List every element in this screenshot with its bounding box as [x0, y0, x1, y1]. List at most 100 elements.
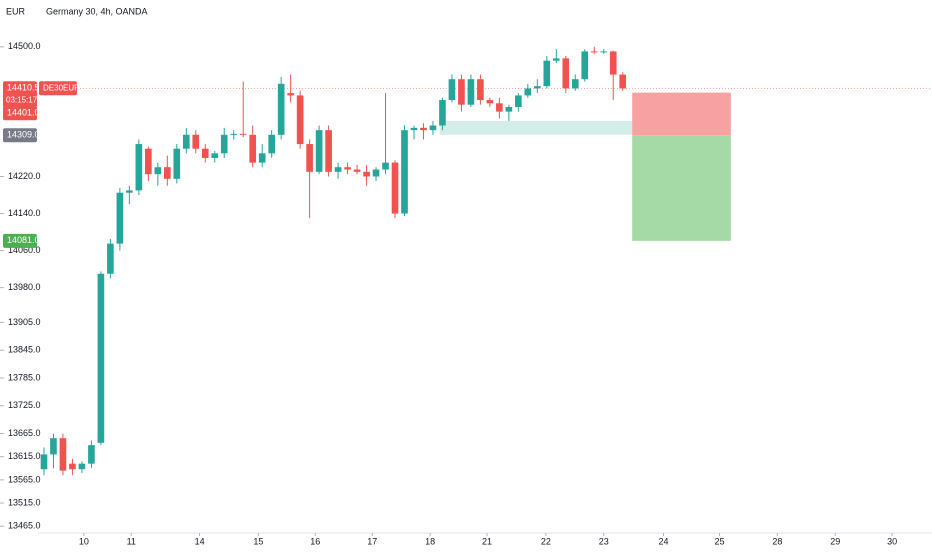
target-box: [632, 135, 731, 241]
candle-body: [429, 125, 437, 131]
price-label: 14401.0: [7, 108, 40, 118]
symbol: DE30EUR: [43, 83, 80, 92]
countdown: 03:15:17: [6, 95, 38, 104]
candle-body: [220, 134, 228, 154]
symbol-badge: [39, 81, 77, 96]
candle-body: [486, 100, 494, 104]
currency: EUR: [6, 6, 26, 16]
candle-body: [581, 51, 589, 80]
candle-body: [524, 88, 532, 96]
candle-body: [126, 190, 133, 193]
candle-body: [515, 95, 522, 107]
price-badge: [3, 106, 37, 121]
candle-body: [467, 79, 475, 105]
x-tick-label: 29: [830, 536, 840, 546]
x-tick-label: 14: [195, 536, 205, 546]
candle-body: [334, 167, 342, 172]
candle-body: [182, 134, 190, 149]
candle-body: [543, 60, 551, 87]
candle-body: [571, 79, 579, 89]
y-tick-label: 13515.0: [8, 497, 41, 507]
candle-body: [344, 167, 351, 170]
price-badge: [3, 128, 37, 143]
candle-body: [230, 133, 238, 135]
x-tick-label: 17: [367, 536, 377, 546]
y-tick-label: 13980.0: [8, 282, 41, 292]
candle-body: [40, 454, 48, 470]
y-tick-label: 13725.0: [8, 400, 41, 410]
candle-body: [420, 127, 427, 131]
price-label: 14410.5: [7, 83, 40, 93]
candle-body: [154, 167, 162, 175]
x-tick-label: 21: [482, 536, 492, 546]
candle-body: [325, 130, 332, 172]
candle-body: [391, 162, 399, 214]
x-tick-label: 15: [253, 536, 263, 546]
y-tick-label: 14500.0: [8, 41, 41, 51]
candle-body: [382, 162, 389, 170]
candle-body: [88, 445, 95, 464]
candle-body: [135, 144, 143, 191]
candle-body: [116, 192, 124, 244]
y-tick-label: 13665.0: [8, 428, 41, 438]
price-badge: [3, 81, 37, 108]
candle-body: [173, 148, 181, 179]
candle-body: [315, 130, 323, 172]
x-tick-label: 30: [887, 536, 897, 546]
candle-body: [562, 58, 570, 89]
candle-body: [505, 107, 513, 112]
candle-body: [600, 51, 608, 53]
candle-body: [306, 144, 313, 172]
candle-body: [211, 153, 219, 158]
candle-body: [401, 130, 408, 214]
candle-body: [268, 134, 275, 154]
x-tick-label: 24: [658, 536, 668, 546]
candle-body: [239, 133, 247, 135]
candle-body: [59, 438, 67, 471]
candle-body: [534, 86, 541, 89]
y-tick-label: 13845.0: [8, 345, 41, 355]
candle-body: [163, 167, 171, 179]
candle-body: [372, 169, 380, 177]
x-tick-label: 22: [541, 536, 551, 546]
zone: [439, 120, 633, 135]
y-tick-label: 13615.0: [8, 451, 41, 461]
candle-body: [552, 58, 560, 61]
candle-body: [458, 79, 465, 105]
candle-body: [201, 148, 209, 158]
x-tick-label: 28: [772, 536, 782, 546]
price-label: 14081.0: [7, 235, 40, 245]
candle-body: [78, 463, 86, 470]
candle-body: [50, 438, 57, 455]
y-tick-label: 13465.0: [8, 521, 41, 531]
candle-body: [363, 171, 370, 177]
candle-body: [69, 463, 76, 470]
candle-body: [496, 103, 503, 112]
candle-body: [439, 100, 446, 126]
candle-body: [258, 153, 266, 163]
x-tick-label: 10: [79, 536, 89, 546]
candle-body: [277, 83, 285, 135]
candle-body: [448, 79, 456, 101]
x-tick-label: 18: [425, 536, 435, 546]
price-label: 14309.0: [7, 130, 40, 140]
candle-body: [410, 127, 418, 131]
x-tick-label: 23: [599, 536, 609, 546]
candle-body: [353, 169, 361, 172]
candle-body: [609, 51, 617, 75]
x-tick-label: 16: [310, 536, 320, 546]
candle-body: [145, 148, 152, 175]
price-badge: [3, 233, 37, 248]
candle-body: [296, 95, 304, 145]
candle-body: [477, 79, 484, 101]
candle-body: [192, 134, 200, 149]
candle-body: [287, 93, 294, 96]
y-tick-label: 14220.0: [8, 171, 41, 181]
y-tick-label: 13905.0: [8, 317, 41, 327]
candle-body: [97, 273, 105, 443]
candle-body: [107, 243, 114, 274]
chart-title: Germany 30, 4h, OANDA: [46, 6, 148, 16]
y-tick-label: 14060.0: [8, 245, 41, 255]
y-tick-label: 13785.0: [8, 372, 41, 382]
